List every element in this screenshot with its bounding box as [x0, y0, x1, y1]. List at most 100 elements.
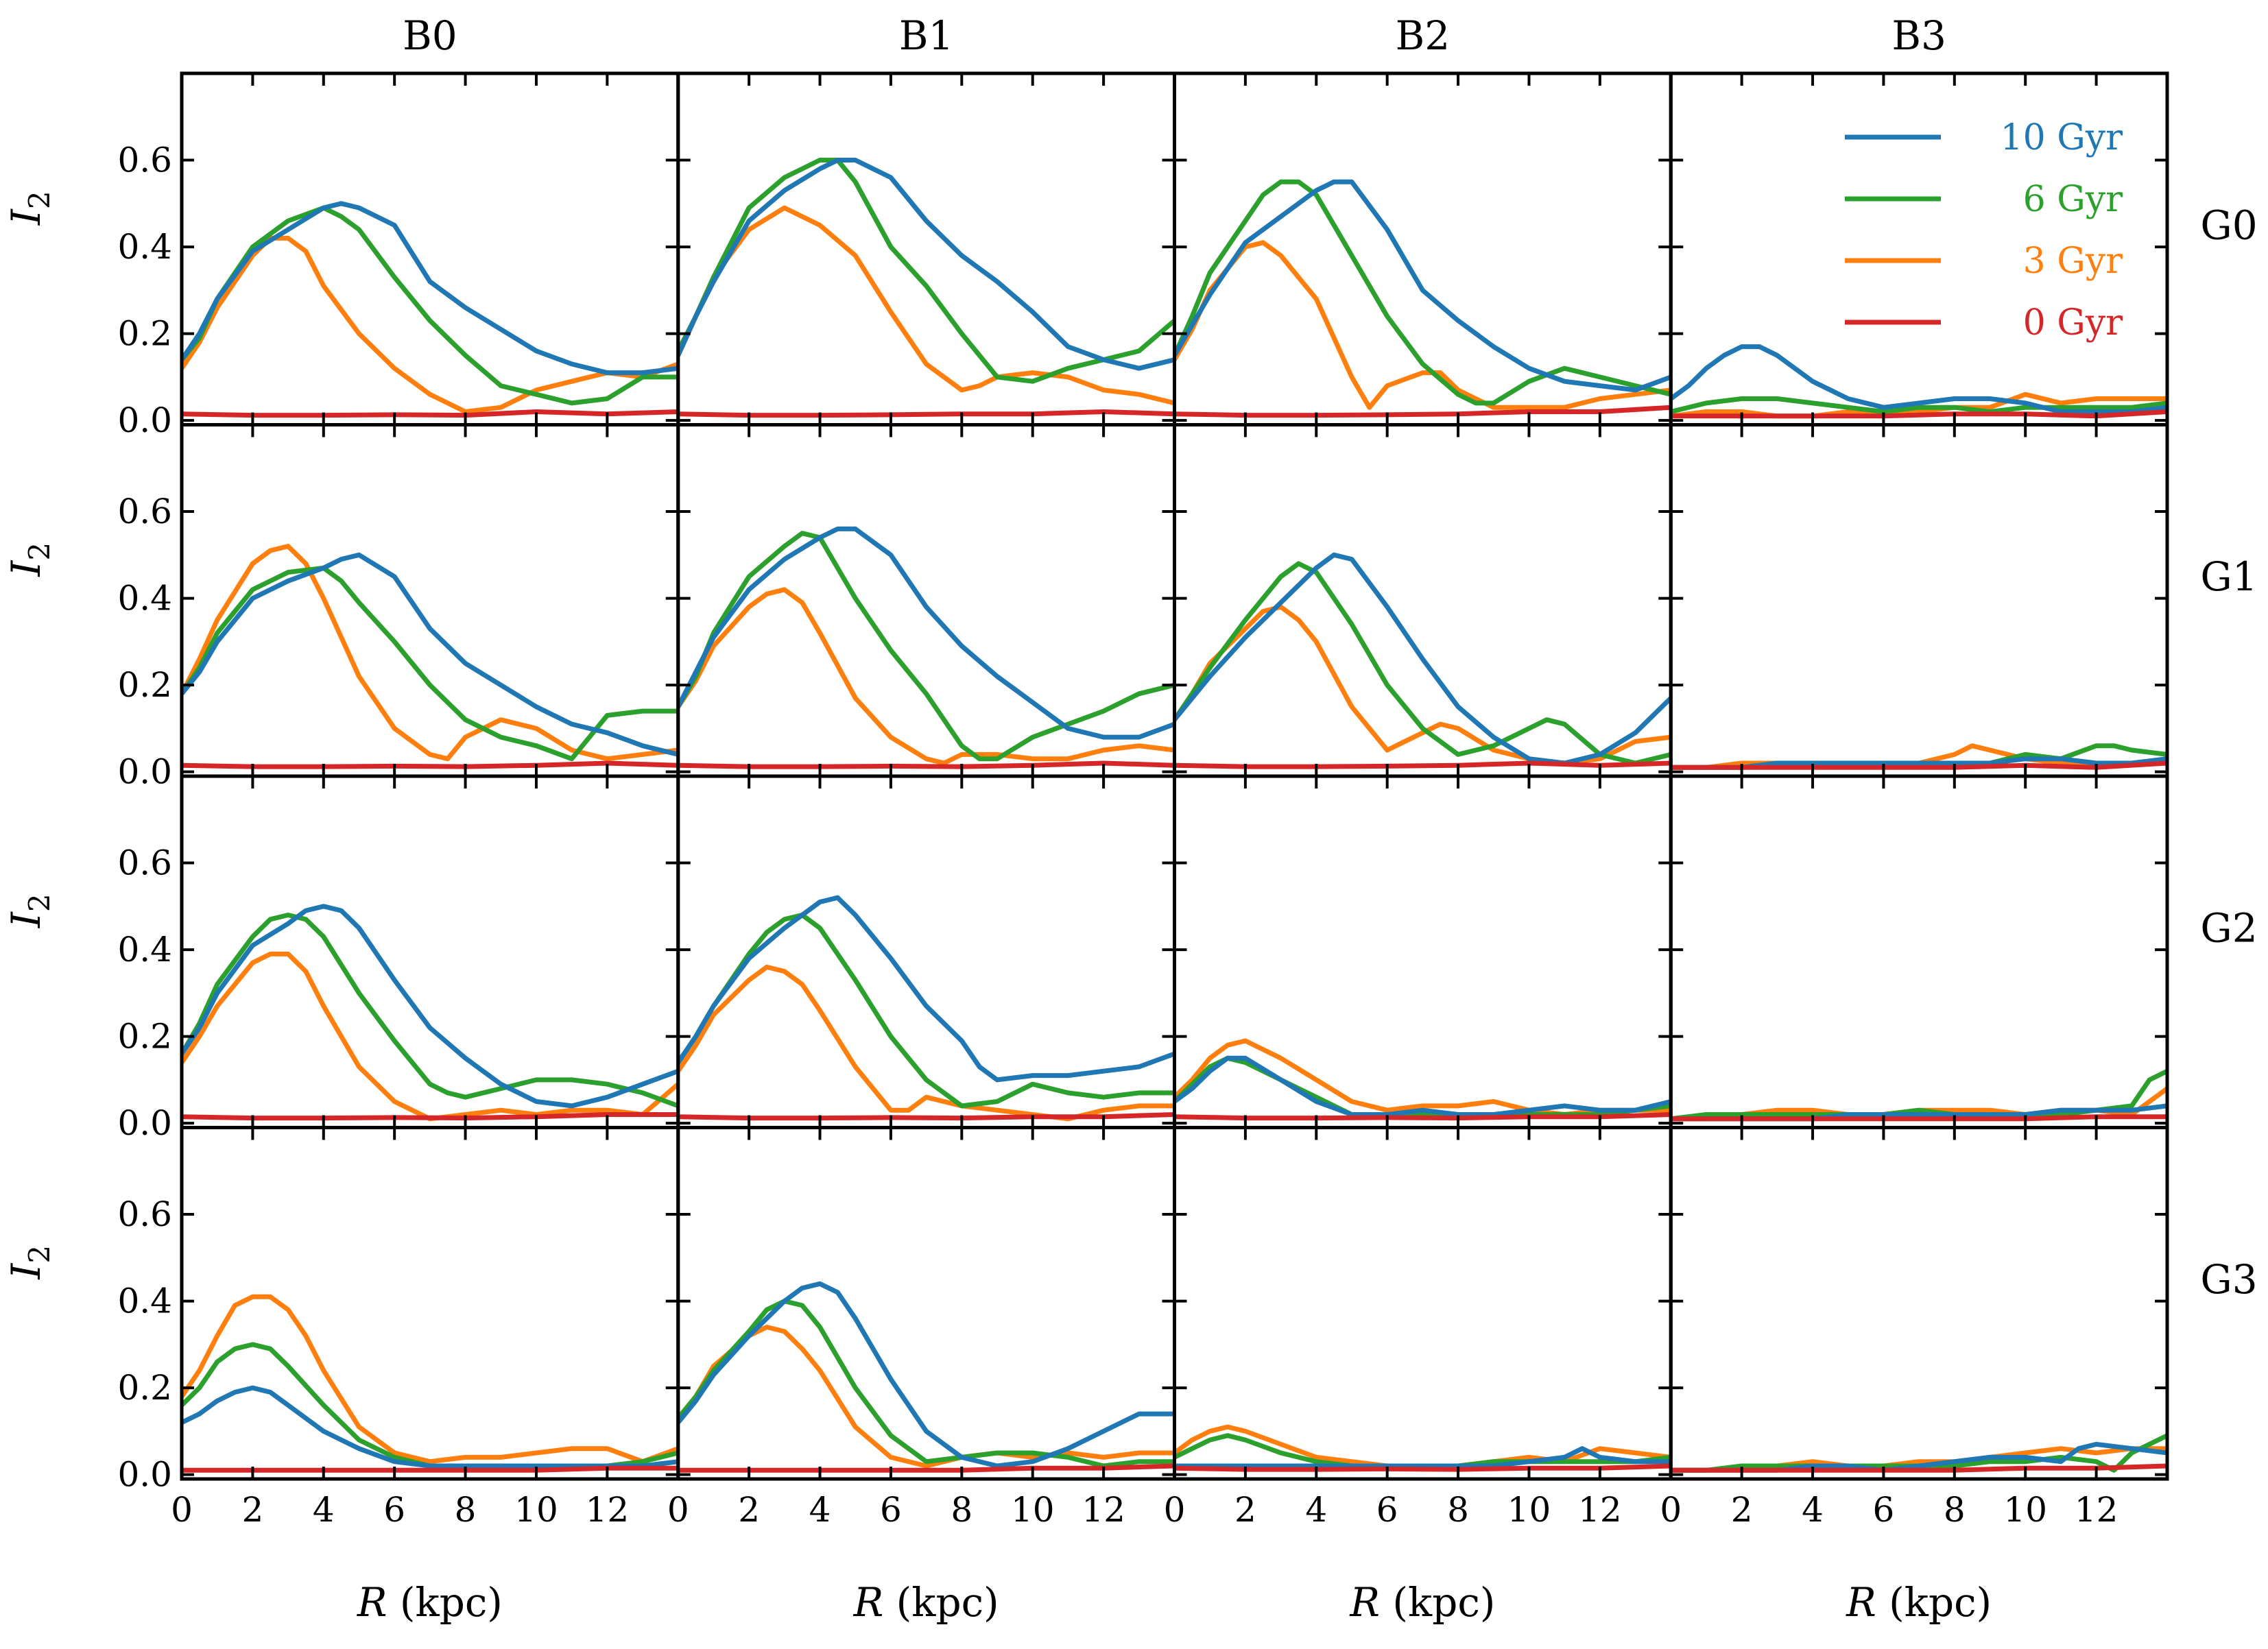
panel-g0-b0-series-3-gyr [182, 235, 678, 414]
panel-g2-b3-series-group [1671, 1068, 2167, 1122]
panel-g0-b3 [1669, 71, 2169, 426]
panel-g0-b0-ylabel-var: I [3, 208, 49, 226]
panel-g2-b0-ytick-label-3: 0.6 [117, 843, 172, 883]
panel-g2-b1-series-group [678, 895, 1175, 1122]
panel-g3-b3-xlabel: R (kpc) [1846, 1579, 1992, 1626]
row-title-g2: G2 [2200, 904, 2257, 951]
row-title-g3: G3 [2200, 1256, 2257, 1303]
panel-g0-b1-series-0-gyr [678, 409, 1175, 418]
panel-g2-b0-series-6-gyr [182, 913, 678, 1109]
panel-g1-b3-series-0-gyr [1671, 760, 2167, 770]
column-titles: B0 B1 B2 B3 [403, 12, 1946, 59]
column-title-b1: B1 [899, 12, 954, 59]
panel-g2-b1-series-10-gyr [678, 895, 1175, 1083]
panel-g0-b0-series-0-gyr [182, 409, 678, 418]
panel-g1-b3 [1669, 423, 2169, 778]
panel-g2-b3-ticks [1669, 776, 2167, 1128]
panel-g2-b0: 0.0 0.2 0.4 0.6 I2 [3, 774, 680, 1143]
panel-g3-b3-series-0-gyr [1671, 1463, 2167, 1473]
panel-g2-b0-ytick-label-2: 0.4 [117, 930, 172, 970]
row-title-g1: G1 [2200, 553, 2257, 600]
panel-g3-b3-xlabel-var: R [1846, 1579, 1876, 1626]
panel-g3-b1-xtick-label-2: 4 [809, 1490, 831, 1530]
panel-g0-b0-ytick-label-0: 0.0 [117, 400, 172, 440]
panel-g1-b0-ytick-label-3: 0.6 [117, 492, 172, 531]
panel-g3-b1-xlabel-unit: (kpc) [883, 1579, 999, 1626]
panel-g3-b1-xtick-label-4: 8 [951, 1490, 972, 1530]
panel-g1-b0-ytick-label-0: 0.0 [117, 752, 172, 792]
panel-g3-b2-xtick-label-5: 10 [1507, 1490, 1551, 1530]
panel-g2-b0-series-group [182, 904, 678, 1122]
panel-g3-b1-series-group [678, 1281, 1175, 1473]
panel-g1-b2-series-0-gyr [1174, 760, 1671, 769]
panel-g1-b0-ylabel: I2 [3, 542, 56, 577]
panel-g3-b1-ticks [676, 1127, 1175, 1479]
panel-g2-b0-series-10-gyr [182, 904, 678, 1109]
legend: 10 Gyr 6 Gyr 3 Gyr 0 Gyr [1845, 117, 2123, 344]
panel-g3-b0-ylabel-var: I [3, 1263, 49, 1280]
panel-g0-b2-series-3-gyr [1174, 240, 1671, 410]
panel-g3-b3-xtick-label-6: 12 [2075, 1490, 2118, 1530]
panel-g1-b2-series-6-gyr [1174, 561, 1671, 766]
panel-g3-b0-ytick-label-1: 0.2 [117, 1368, 172, 1408]
panel-g3-b3-series-group [1671, 1433, 2167, 1473]
panel-g0-b2-series-10-gyr [1174, 179, 1671, 393]
panel-g1-b1-series-10-gyr [678, 526, 1175, 740]
panel-g3-b2-xtick-label-4: 8 [1447, 1490, 1469, 1530]
panel-g2-b3-series-0-gyr [1671, 1114, 2167, 1122]
panel-g0-b0-series-group [182, 201, 678, 418]
panel-g2-b2 [1173, 774, 1673, 1129]
panel-g1-b0-series-3-gyr [182, 544, 678, 762]
panel-g0-b3-series-10-gyr [1671, 344, 2167, 414]
panel-g3-b0-series-3-gyr [182, 1294, 678, 1465]
panel-g3-b0-xtick-label-3: 6 [383, 1490, 405, 1530]
panel-g3-b0-xlabel-var: R [357, 1579, 387, 1626]
panel-g3-b0-xtick-label-6: 12 [586, 1490, 630, 1530]
panel-g3-b0-xtick-label-0: 0 [171, 1490, 193, 1530]
panel-g3-b1-xtick-label-3: 6 [880, 1490, 902, 1530]
panel-g3-b1-xtick-label-5: 10 [1011, 1490, 1055, 1530]
panel-g3-b1-xtick-label-1: 2 [738, 1490, 760, 1530]
panel-g3-b3-xtick-label-3: 6 [1873, 1490, 1895, 1530]
panel-g0-b0-ytick-label-2: 0.4 [117, 227, 172, 267]
panel-g3-b1-xtick-label-0: 0 [667, 1490, 689, 1530]
panel-g3-b1-series-6-gyr [678, 1299, 1175, 1469]
panel-g3-b0-ylabel: I2 [3, 1245, 56, 1280]
panel-grid: 0.00.20.40.6I20.00.20.40.6I20.00.20.40.6… [3, 71, 2169, 1626]
panel-g3-b3-xtick-label-0: 0 [1660, 1490, 1682, 1530]
panel-g3-b0-xtick-label-2: 4 [313, 1490, 335, 1530]
panel-g0-b3-series-group [1671, 344, 2167, 419]
legend-label-10-gyr: 10 Gyr [2001, 117, 2123, 158]
panel-g3-b0-series-0-gyr [182, 1465, 678, 1473]
panel-g3-b2-xtick-label-0: 0 [1164, 1490, 1186, 1530]
panel-g0-b3-series-0-gyr [1671, 409, 2167, 419]
panel-g0-b0-series-10-gyr [182, 201, 678, 376]
column-title-b3: B3 [1891, 12, 1946, 59]
panel-g3-b0-ytick-label-0: 0.0 [117, 1455, 172, 1495]
panel-g3-b0-xtick-label-1: 2 [241, 1490, 263, 1530]
panel-g2-b2-series-0-gyr [1174, 1112, 1671, 1121]
panel-g3-b2-series-10-gyr [1174, 1446, 1671, 1469]
panel-g3-b3-xtick-label-2: 4 [1802, 1490, 1824, 1530]
column-title-b2: B2 [1396, 12, 1451, 59]
panel-g0-b0-ylabel-sub: 2 [23, 191, 56, 209]
panel-g1-b2-series-group [1174, 552, 1671, 769]
row-titles: G0 G1 G2 G3 [2200, 202, 2257, 1303]
panel-g0-b2-series-group [1174, 179, 1671, 418]
panel-g3-b2-xtick-label-3: 6 [1376, 1490, 1398, 1530]
panel-g3-b1-xlabel-var: R [853, 1579, 884, 1626]
legend-label-0-gyr: 0 Gyr [2023, 302, 2123, 344]
panel-g0-b0-ytick-label-3: 0.6 [117, 141, 172, 180]
panel-g0-b1-series-group [678, 158, 1175, 418]
panel-g2-b2-ticks [1173, 776, 1671, 1128]
legend-label-6-gyr: 6 Gyr [2023, 179, 2123, 220]
panel-g3-b0-xlabel-unit: (kpc) [387, 1579, 502, 1626]
panel-g3-b1-xtick-label-6: 12 [1082, 1490, 1125, 1530]
panel-g2-b0-ylabel-sub: 2 [23, 893, 56, 912]
panel-g3-b3-xtick-label-1: 2 [1731, 1490, 1753, 1530]
panel-g1-b2-series-10-gyr [1174, 552, 1671, 766]
legend-label-3-gyr: 3 Gyr [2023, 241, 2123, 282]
